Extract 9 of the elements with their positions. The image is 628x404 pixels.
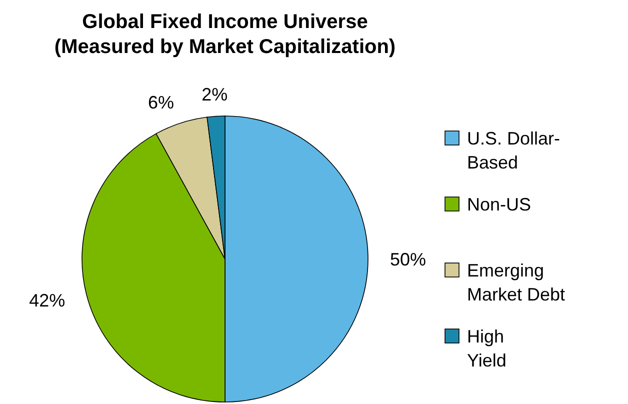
data-label: 42% xyxy=(29,290,66,310)
legend-label: Non-US xyxy=(467,194,532,214)
data-label: 2% xyxy=(202,84,228,105)
data-label: 50% xyxy=(390,249,426,270)
legend-label: High Yield xyxy=(467,326,506,370)
chart-title: Global Fixed Income Universe (Measured by Market Capitalization) xyxy=(54,11,396,58)
data-label: 6% xyxy=(148,92,174,112)
legend-label: U.S. Dollar- Based xyxy=(467,128,560,172)
legend-label: Emerging Market Debt xyxy=(467,260,566,304)
